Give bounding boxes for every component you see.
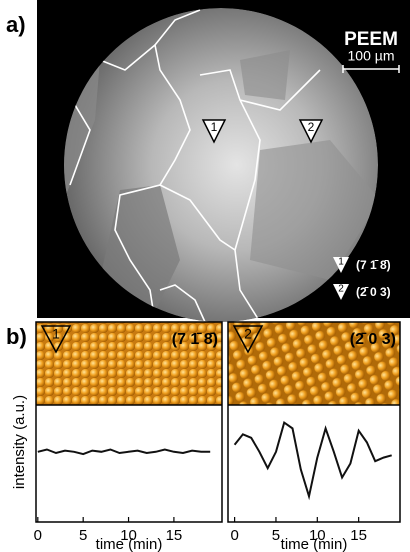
legend-marker: 2 <box>338 284 344 295</box>
x-axis-label: time (min) <box>281 536 348 552</box>
x-tick-label: 0 <box>34 527 42 544</box>
panel-label: a) <box>6 12 26 37</box>
legend-label: (2̄ 0 3) <box>356 285 391 299</box>
legend-marker: 1 <box>338 257 344 268</box>
plot-frame <box>227 321 401 523</box>
plane-label: (7 1̄ 8̄) <box>172 331 218 348</box>
x-tick-label: 15 <box>166 527 183 544</box>
image-label: PEEM <box>344 29 398 50</box>
marker-label: 2 <box>244 326 252 342</box>
surface-model <box>36 322 222 405</box>
peem-image <box>64 8 378 322</box>
scale-bar <box>342 65 400 73</box>
scale-bar-label: 100 µm <box>348 48 395 64</box>
plane-label: (2̄ 0 3) <box>350 331 396 348</box>
legend: 1 (7 1̄ 8̄) 2 (2̄ 0 3) <box>333 257 391 300</box>
marker-label: 2 <box>308 120 315 134</box>
data-line <box>233 420 392 501</box>
x-tick-label: 10 <box>309 527 326 544</box>
legend-label: (7 1̄ 8̄) <box>356 258 391 272</box>
x-tick-label: 10 <box>120 527 137 544</box>
x-tick-label: 5 <box>79 527 87 544</box>
x-tick-label: 15 <box>350 527 367 544</box>
marker-label: 1 <box>52 326 60 342</box>
x-tick-label: 5 <box>272 527 280 544</box>
y-axis-label: intensity (a.u.) <box>11 395 28 489</box>
data-line <box>37 448 211 456</box>
x-tick-label: 0 <box>230 527 238 544</box>
marker: 1 2 <box>201 119 324 144</box>
header-marker: 1 (7 1̄ 8̄) 2 (2̄ 0 3) <box>40 325 396 354</box>
x-axis-label: time (min) <box>96 536 163 552</box>
marker-label: 1 <box>211 120 218 134</box>
panel-label: b) <box>6 324 27 349</box>
